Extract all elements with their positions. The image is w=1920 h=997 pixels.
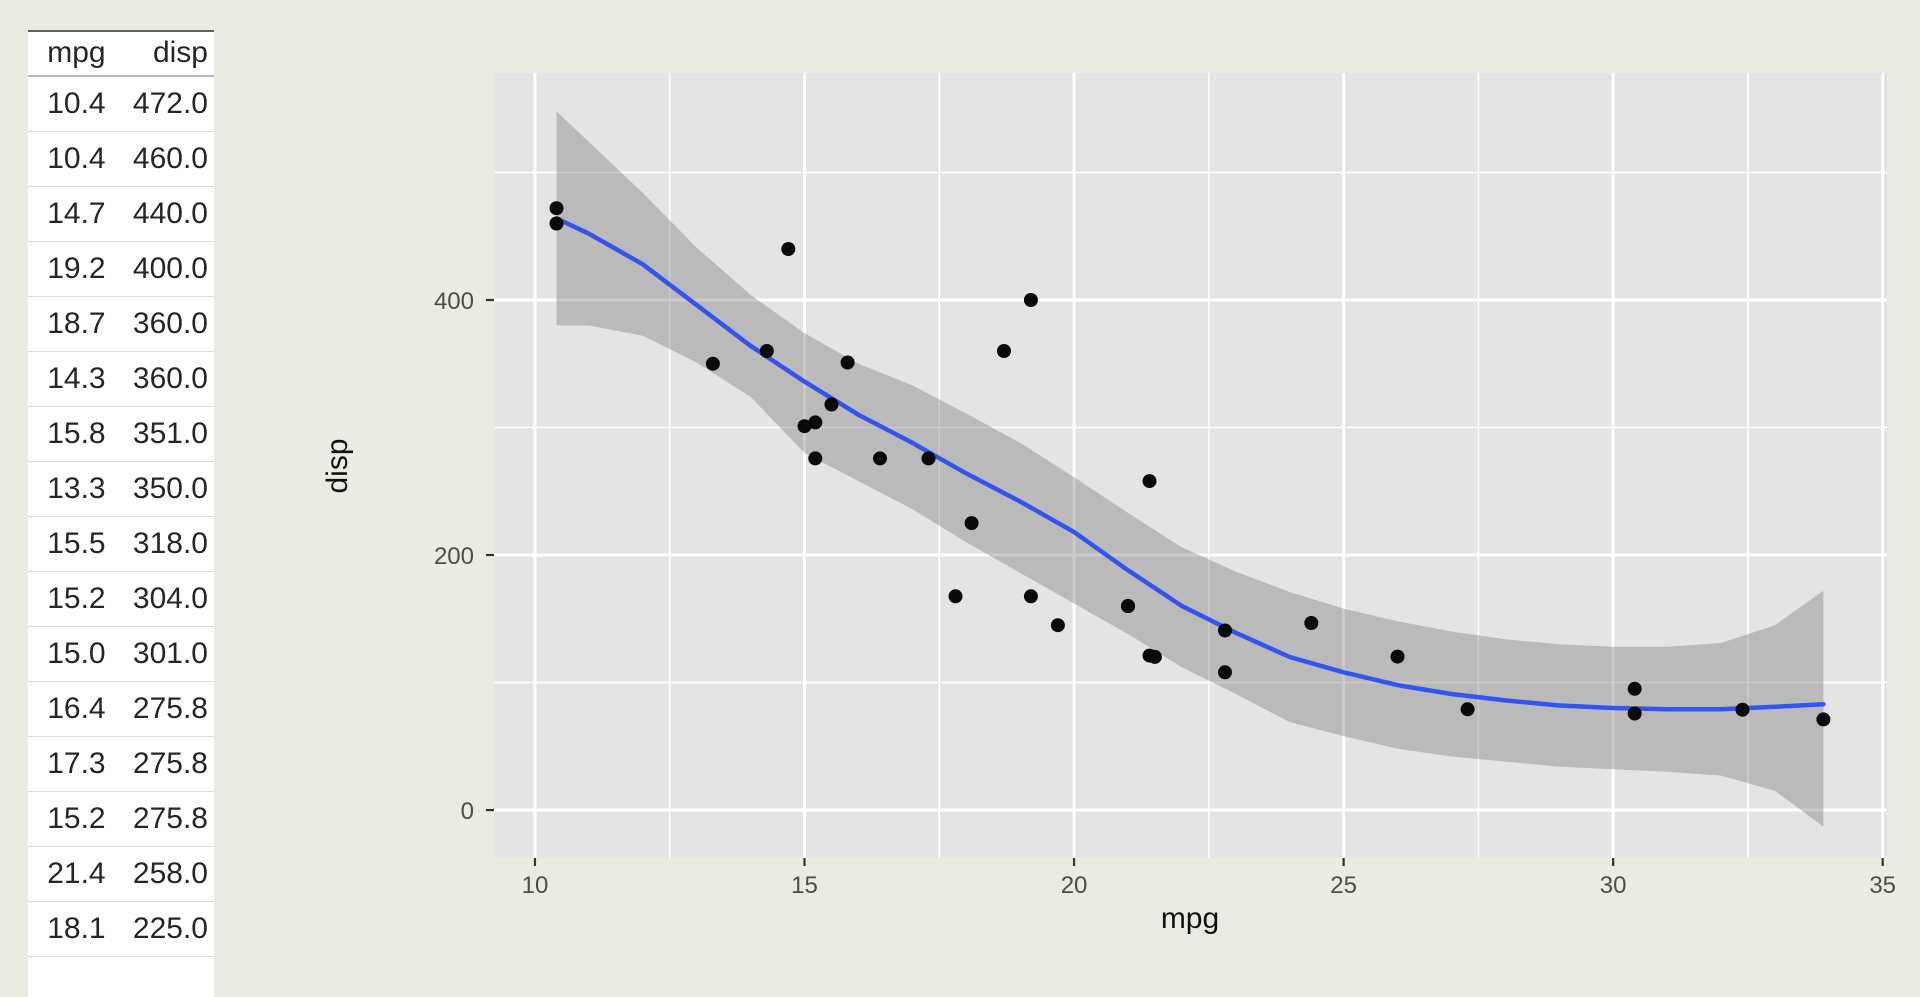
data-point — [760, 344, 774, 358]
data-point — [873, 451, 887, 465]
data-point — [997, 344, 1011, 358]
x-axis-title: mpg — [1161, 902, 1219, 935]
data-point — [1391, 650, 1405, 664]
data-point — [1051, 618, 1065, 632]
data-point — [1304, 616, 1318, 630]
y-axis-title: disp — [321, 438, 354, 493]
data-point — [949, 589, 963, 603]
data-point — [706, 357, 720, 371]
table-row-partial — [28, 957, 214, 997]
data-point — [1816, 712, 1830, 726]
data-point — [1024, 589, 1038, 603]
data-point — [1143, 474, 1157, 488]
y-tick-label: 0 — [461, 798, 474, 825]
data-point — [1218, 665, 1232, 679]
data-point — [808, 451, 822, 465]
data-point — [1121, 599, 1135, 613]
x-tick-label: 20 — [1061, 872, 1088, 899]
data-point — [1628, 707, 1642, 721]
data-point — [965, 516, 979, 530]
x-tick-label: 10 — [522, 872, 549, 899]
data-point — [550, 201, 564, 215]
x-tick-label: 15 — [791, 872, 818, 899]
data-point — [781, 242, 795, 256]
data-point — [1024, 293, 1038, 307]
data-point — [1143, 649, 1157, 663]
x-tick-label: 35 — [1869, 872, 1896, 899]
data-point — [1461, 702, 1475, 716]
cell-disp — [112, 957, 214, 997]
data-point — [825, 398, 839, 412]
y-tick-label: 400 — [434, 288, 474, 315]
data-point — [798, 419, 812, 433]
y-tick-label: 200 — [434, 543, 474, 570]
data-point — [841, 356, 855, 370]
data-point — [922, 451, 936, 465]
x-tick-label: 25 — [1330, 872, 1357, 899]
x-tick-label: 30 — [1600, 872, 1627, 899]
data-point — [1736, 703, 1750, 717]
cell-mpg — [28, 957, 112, 997]
data-point — [550, 217, 564, 231]
page: { "table": { "columns": ["mpg", "disp"],… — [0, 0, 1920, 960]
data-point — [1218, 624, 1232, 638]
data-point — [1628, 682, 1642, 696]
scatter-plot: 10 15 20 25 30 35 0 200 400 mpg disp — [0, 0, 1920, 960]
